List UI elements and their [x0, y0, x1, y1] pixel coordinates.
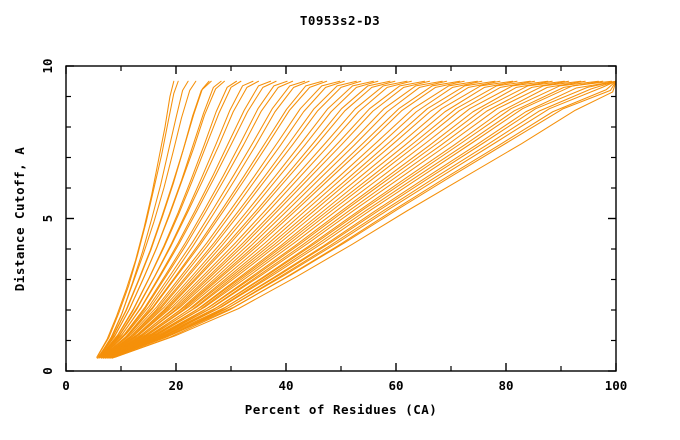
x-tick-label: 60: [388, 378, 403, 393]
x-tick-label: 0: [62, 378, 70, 393]
y-tick-label: 10: [40, 58, 55, 73]
data-curve: [103, 80, 396, 358]
data-curve: [100, 80, 310, 359]
data-curve: [108, 80, 553, 359]
data-curve: [96, 80, 197, 359]
y-tick-label: 0: [40, 367, 55, 375]
data-curve: [104, 80, 374, 357]
data-curve: [97, 80, 179, 357]
y-axis-label: Distance Cutoff, A: [12, 147, 27, 291]
data-curve: [109, 80, 531, 357]
data-curve: [113, 80, 617, 357]
data-curve: [96, 80, 175, 358]
data-curve: [99, 80, 277, 358]
x-axis-label: Percent of Residues (CA): [245, 402, 438, 417]
data-curve: [103, 80, 357, 357]
data-curve: [102, 80, 323, 357]
data-curve: [97, 80, 212, 358]
axis-tick-labels-group: 0 20 40 60 80 100 0 5 10: [40, 58, 627, 393]
plot-background: [66, 66, 616, 371]
data-curve: [98, 80, 260, 359]
data-curve: [114, 80, 617, 358]
data-curve: [106, 80, 443, 357]
page-title: T0953s2-D3: [299, 13, 381, 28]
data-curve: [101, 80, 288, 357]
data-curve: [110, 80, 565, 357]
y-tick-label: 5: [40, 215, 55, 223]
data-curve: [112, 80, 613, 357]
data-curve: [98, 80, 225, 358]
data-curve: [102, 80, 306, 357]
data-curve: [99, 80, 242, 359]
data-curve: [106, 80, 426, 357]
data-curve: [113, 80, 617, 357]
data-curve: [107, 80, 478, 357]
data-curve: [108, 80, 514, 357]
data-curve: [105, 80, 391, 357]
data-curves-group: [96, 80, 617, 359]
x-tick-label: 40: [278, 378, 293, 393]
data-curve: [103, 80, 341, 357]
data-curve: [112, 80, 617, 357]
data-curve: [101, 80, 345, 359]
x-tick-label: 100: [605, 378, 628, 393]
data-curve: [101, 80, 328, 358]
data-curve: [111, 80, 599, 357]
data-curve: [105, 80, 408, 357]
data-curve: [109, 80, 586, 359]
data-curve: [102, 80, 362, 359]
data-curve: [108, 80, 496, 357]
data-curve: [111, 80, 617, 359]
data-curve: [100, 80, 238, 357]
x-tick-label: 80: [498, 378, 513, 393]
data-curve: [100, 80, 294, 359]
axis-ticks-group: [65, 65, 617, 372]
data-curve: [111, 80, 582, 357]
x-tick-label: 20: [168, 378, 183, 393]
data-curve: [100, 80, 254, 357]
data-curve: [110, 80, 549, 357]
data-curve: [107, 80, 461, 357]
